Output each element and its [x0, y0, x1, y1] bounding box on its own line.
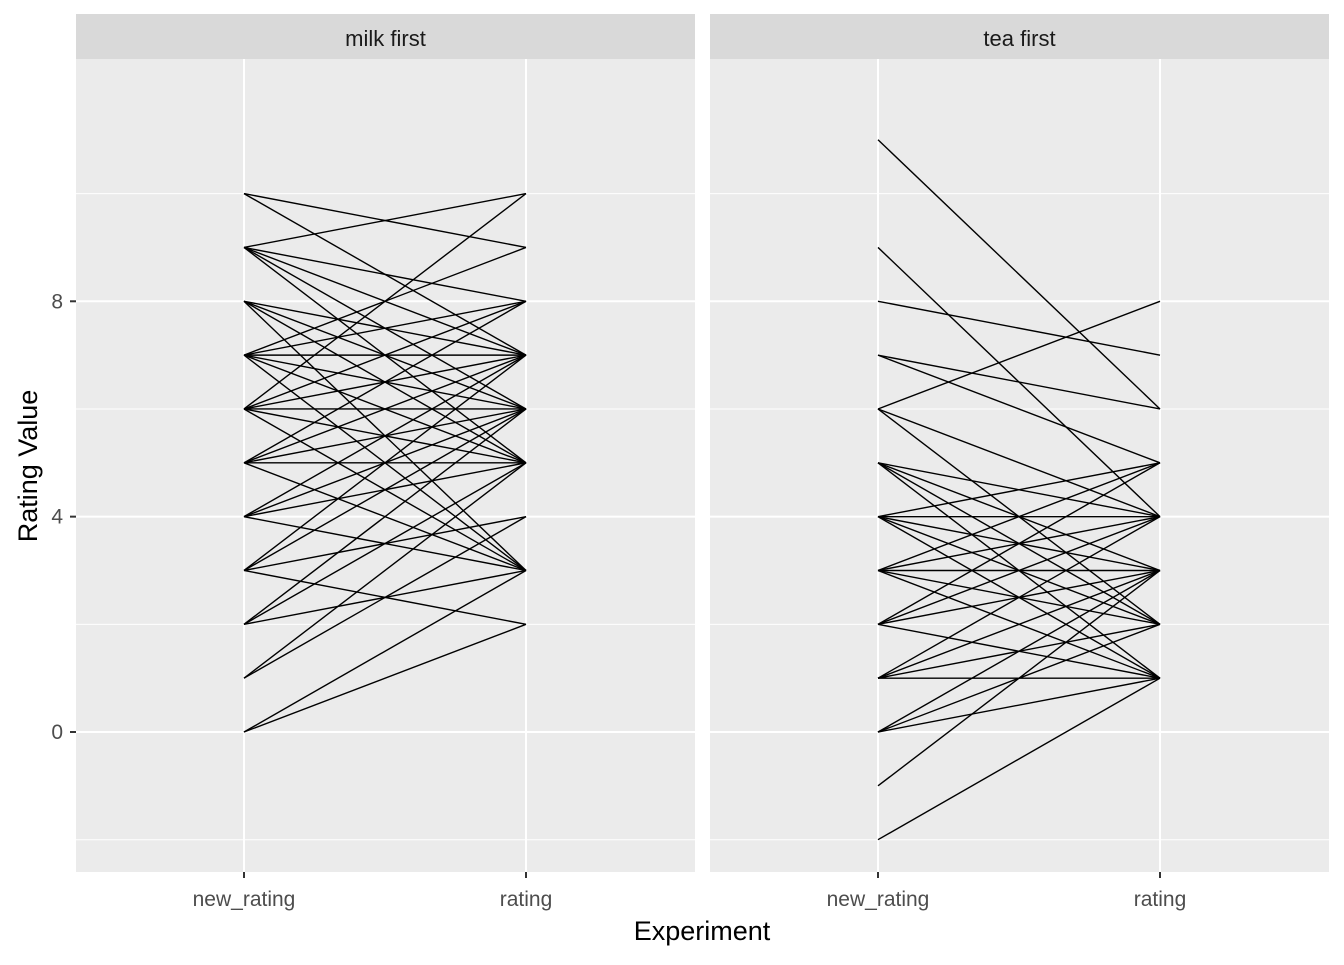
rating-line [877, 569, 1161, 733]
x-axis-title: Experiment [634, 916, 771, 946]
rating-line [877, 677, 1161, 733]
facet-strip-label: milk first [345, 26, 426, 51]
facet-strip [710, 14, 1329, 59]
rating-line [243, 408, 527, 625]
rating-line [243, 354, 527, 518]
rating-line [243, 462, 527, 625]
rating-line [243, 192, 527, 249]
facet-panel-milk-first: milk first [76, 14, 695, 872]
rating-line [877, 408, 1161, 518]
rating-line [877, 462, 1161, 625]
rating-line [243, 300, 527, 356]
rating-line [243, 462, 527, 679]
x-axis: new_rating rating new_rating rating [193, 872, 1187, 911]
rating-line [243, 354, 527, 464]
rating-line [877, 569, 1161, 679]
y-tick-label: 0 [51, 721, 63, 744]
x-tick-label: new_rating [193, 888, 296, 911]
rating-line [243, 408, 527, 572]
y-tick-label: 4 [51, 506, 63, 529]
rating-lines [243, 192, 527, 733]
panel-gridlines [710, 59, 1329, 872]
facet-panel-tea-first: tea first [710, 14, 1329, 872]
rating-line [877, 462, 1161, 518]
rating-line [877, 515, 1161, 625]
rating-line [243, 623, 527, 733]
facet-strip [76, 14, 695, 59]
y-axis-title: Rating Value [13, 390, 43, 543]
rating-lines [877, 139, 1161, 841]
rating-line [877, 300, 1161, 410]
x-tick-label: new_rating [827, 888, 930, 911]
rating-line [877, 300, 1161, 356]
rating-line [243, 300, 527, 410]
rating-line [243, 246, 527, 302]
rating-line [243, 193, 527, 410]
rating-line [243, 300, 527, 464]
rating-line [877, 516, 1161, 679]
rating-line [877, 354, 1161, 464]
rating-line [877, 354, 1161, 410]
rating-line [243, 354, 527, 572]
panel-background [76, 59, 695, 872]
x-tick-label: rating [1134, 888, 1187, 911]
rating-line [877, 677, 1161, 841]
panel-background [710, 59, 1329, 872]
rating-line [243, 516, 527, 679]
rating-line [243, 569, 527, 733]
rating-line [877, 569, 1161, 787]
facet-strip-label: tea first [983, 26, 1055, 51]
rating-line [877, 139, 1161, 410]
x-tick-label: rating [500, 888, 553, 911]
y-axis: 0 4 8 [51, 290, 76, 744]
y-tick-label: 8 [51, 290, 63, 313]
rating-line [877, 462, 1161, 572]
